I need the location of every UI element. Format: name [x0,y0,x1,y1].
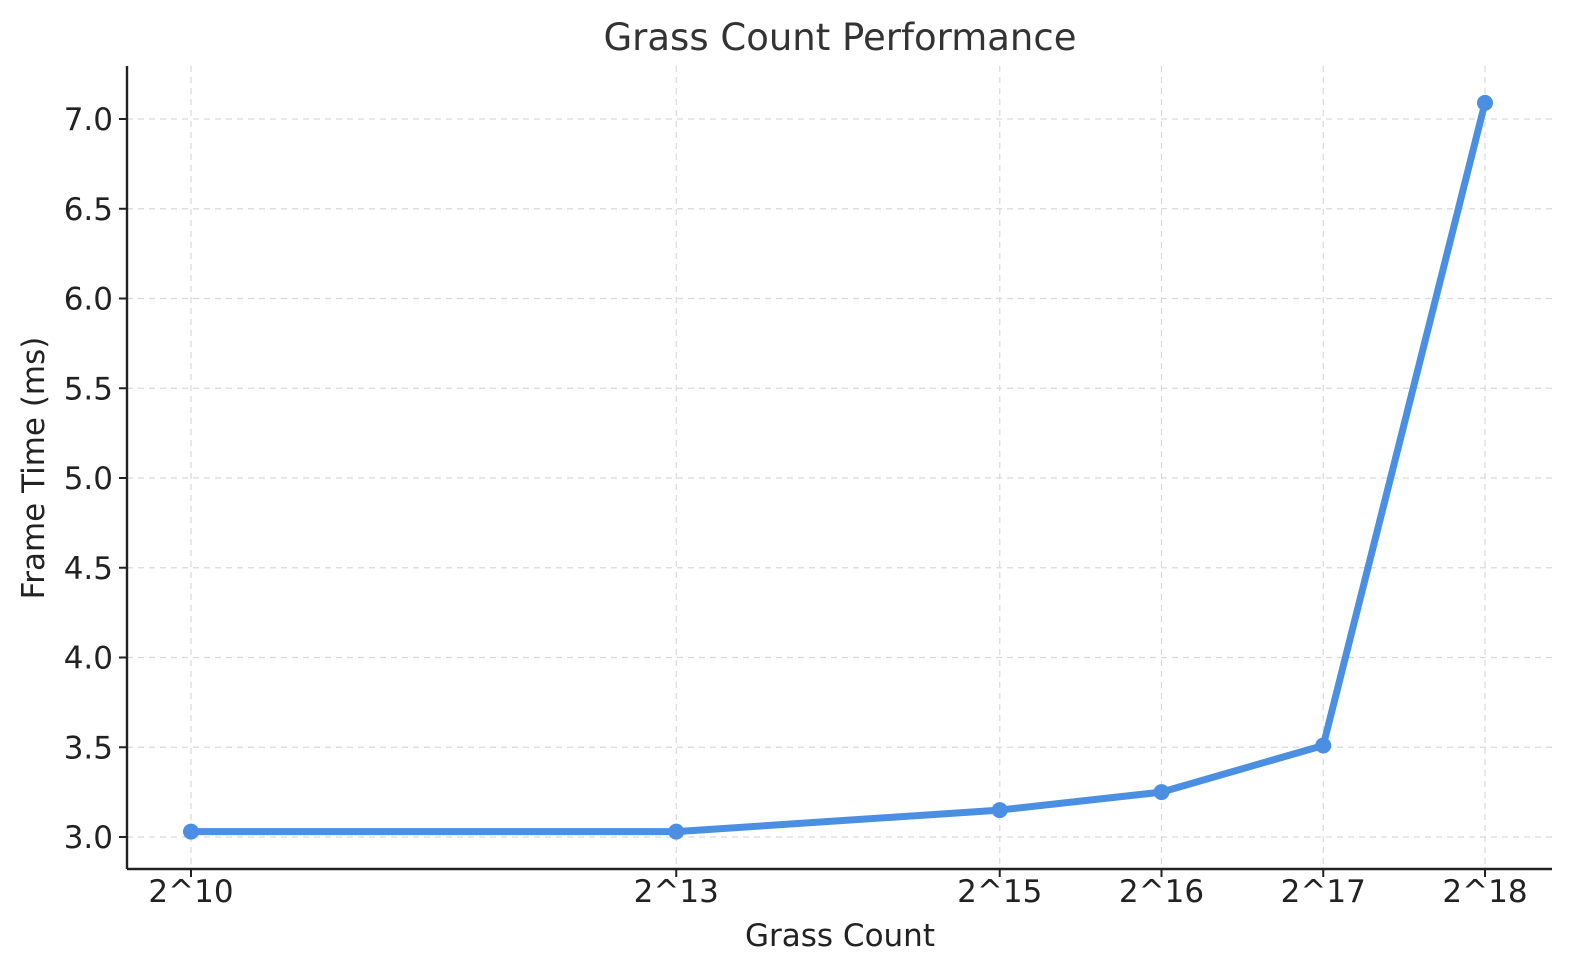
data-point [1315,737,1332,754]
chart-title: Grass Count Performance [604,16,1077,59]
series [183,94,1493,840]
x-axis-label: Grass Count [745,918,935,954]
y-tick-label: 7.0 [64,102,113,138]
x-tick-label: 2^16 [1119,874,1204,910]
y-tick-label: 3.5 [64,730,113,766]
data-point [668,823,685,840]
y-tick-label: 3.0 [64,820,113,856]
x-tick-label: 2^13 [634,874,719,910]
y-tick-label: 6.0 [64,282,113,318]
axes [125,66,1552,871]
x-tick-label: 2^15 [957,874,1042,910]
data-point [1153,784,1170,801]
y-axis-ticks: 3.0 3.5 4.0 4.5 5.0 5.5 6.0 6.5 7.0 [64,102,127,856]
y-tick-label: 5.0 [64,461,113,497]
y-tick-label: 4.0 [64,641,113,677]
data-point [991,802,1008,819]
x-tick-label: 2^17 [1281,874,1366,910]
y-tick-label: 6.5 [64,192,113,228]
data-point [183,823,199,840]
x-axis-ticks: 2^10 2^13 2^15 2^16 2^17 2^18 [148,869,1528,910]
grid [127,66,1552,869]
x-tick-label: 2^10 [148,874,233,910]
x-tick-label: 2^18 [1442,874,1527,910]
series-line [187,99,1489,836]
data-point [1477,94,1493,111]
y-tick-label: 5.5 [64,371,113,407]
y-axis-label: Frame Time (ms) [16,337,52,600]
y-tick-label: 4.5 [64,551,113,587]
